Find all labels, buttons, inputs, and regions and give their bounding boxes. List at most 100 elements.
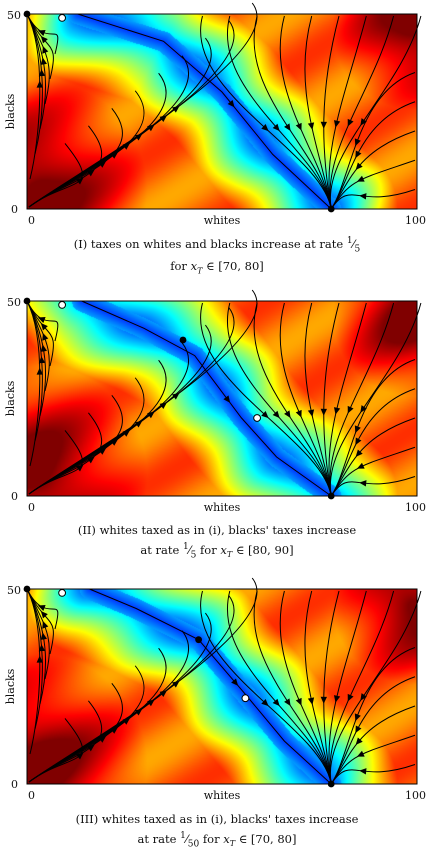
stream-line xyxy=(26,588,47,705)
stream-line xyxy=(304,302,332,497)
heatmap-background xyxy=(27,14,417,209)
frac-1: 1⁄5 xyxy=(346,236,361,255)
stream-line xyxy=(26,300,41,467)
stream-line xyxy=(200,590,332,785)
stream-line xyxy=(26,13,41,180)
stream-lines xyxy=(26,577,422,785)
stream-line xyxy=(26,300,54,367)
x-axis-label: whites xyxy=(204,501,241,514)
stable-equilibrium xyxy=(23,297,31,305)
stream-line xyxy=(330,101,416,210)
stream-line xyxy=(81,300,332,497)
stream-line xyxy=(28,2,258,208)
panel-3: 0 50 0 100 whites blacks xyxy=(4,577,426,802)
stream-line xyxy=(329,302,422,497)
stream-line xyxy=(26,13,47,130)
stream-line xyxy=(28,289,258,495)
stream-line xyxy=(328,15,367,210)
unstable-equilibrium xyxy=(58,301,66,309)
stable-equilibrium xyxy=(179,336,187,344)
stable-equilibrium xyxy=(23,585,31,593)
plot-frame xyxy=(26,300,418,497)
stable-equilibrium xyxy=(195,636,203,644)
y-tick-label: 50 xyxy=(7,584,21,597)
unstable-equilibrium xyxy=(253,414,262,422)
stream-line xyxy=(329,15,422,210)
y-tick-label: 0 xyxy=(11,778,18,791)
plot-frame xyxy=(26,13,418,210)
x-tick-label: 100 xyxy=(405,214,426,227)
stream-line xyxy=(329,590,395,785)
x-tick-label: 100 xyxy=(405,789,426,802)
stream-line xyxy=(26,588,59,630)
stream-line xyxy=(253,590,332,785)
stable-equilibrium xyxy=(327,492,335,500)
stream-line xyxy=(323,302,340,497)
stream-line xyxy=(89,588,332,785)
stable-equilibrium xyxy=(23,10,31,18)
stream-line xyxy=(329,15,395,210)
stream-line xyxy=(279,590,332,785)
stream-line xyxy=(253,302,332,497)
stream-line xyxy=(26,588,41,755)
heatmap-background xyxy=(27,589,417,784)
stream-line xyxy=(26,588,50,680)
caption-panel-1: (I) taxes on whites and blacks increase … xyxy=(73,236,361,276)
y-tick-label: 50 xyxy=(7,296,21,309)
stream-line xyxy=(26,13,59,55)
y-tick-label: 0 xyxy=(11,490,18,503)
stream-line xyxy=(304,590,332,785)
stream-line xyxy=(279,302,332,497)
plot-frame xyxy=(26,588,418,785)
caption-panel-2: (II) whites taxed as in (i), blacks' tax… xyxy=(77,523,357,561)
stream-line xyxy=(253,15,332,210)
stream-line xyxy=(26,13,54,80)
stream-line xyxy=(26,300,50,392)
panel-1: 0 50 0 100 whites blacks xyxy=(4,2,426,227)
y-tick-label: 50 xyxy=(7,9,21,22)
unstable-equilibrium xyxy=(58,589,66,597)
x-tick-label: 100 xyxy=(405,501,426,514)
caption-panel-3: (III) whites taxed as in (i), blacks' ta… xyxy=(75,812,359,850)
y-axis-label: blacks xyxy=(4,668,17,704)
stream-line xyxy=(227,15,332,210)
stream-line xyxy=(26,300,43,442)
stream-line xyxy=(330,676,416,785)
frac-3: 1⁄50 xyxy=(180,831,200,850)
stream-line xyxy=(304,15,332,210)
stream-line xyxy=(200,15,332,210)
stream-line xyxy=(26,588,54,655)
stream-line xyxy=(329,590,422,785)
stream-line xyxy=(200,302,332,497)
stream-line xyxy=(26,13,50,105)
stream-line xyxy=(227,590,332,785)
x-axis-label: whites xyxy=(204,789,241,802)
stream-line xyxy=(330,189,416,210)
frac-2: 1⁄5 xyxy=(182,542,197,561)
stream-line xyxy=(77,13,332,210)
stream-line xyxy=(323,590,340,785)
stream-line xyxy=(328,302,367,497)
stream-line xyxy=(26,13,43,155)
stream-line xyxy=(279,15,332,210)
heatmap-background xyxy=(27,301,417,496)
stream-line xyxy=(227,302,332,497)
stream-line xyxy=(323,15,340,210)
panel-2: 0 50 0 100 whites blacks xyxy=(4,289,426,514)
stream-line xyxy=(28,577,258,783)
unstable-equilibrium xyxy=(241,694,250,703)
stream-line xyxy=(330,476,416,497)
stream-lines xyxy=(26,289,422,497)
stream-line xyxy=(330,764,416,785)
stable-equilibrium xyxy=(327,780,335,788)
y-axis-label: blacks xyxy=(4,93,17,129)
stream-lines xyxy=(26,2,422,210)
stream-line xyxy=(26,300,47,417)
stream-line xyxy=(328,590,367,785)
y-tick-label: 0 xyxy=(11,203,18,216)
stable-equilibrium xyxy=(327,205,335,213)
stream-line xyxy=(330,388,416,497)
stream-line xyxy=(26,588,43,730)
x-tick-label: 0 xyxy=(28,214,35,227)
